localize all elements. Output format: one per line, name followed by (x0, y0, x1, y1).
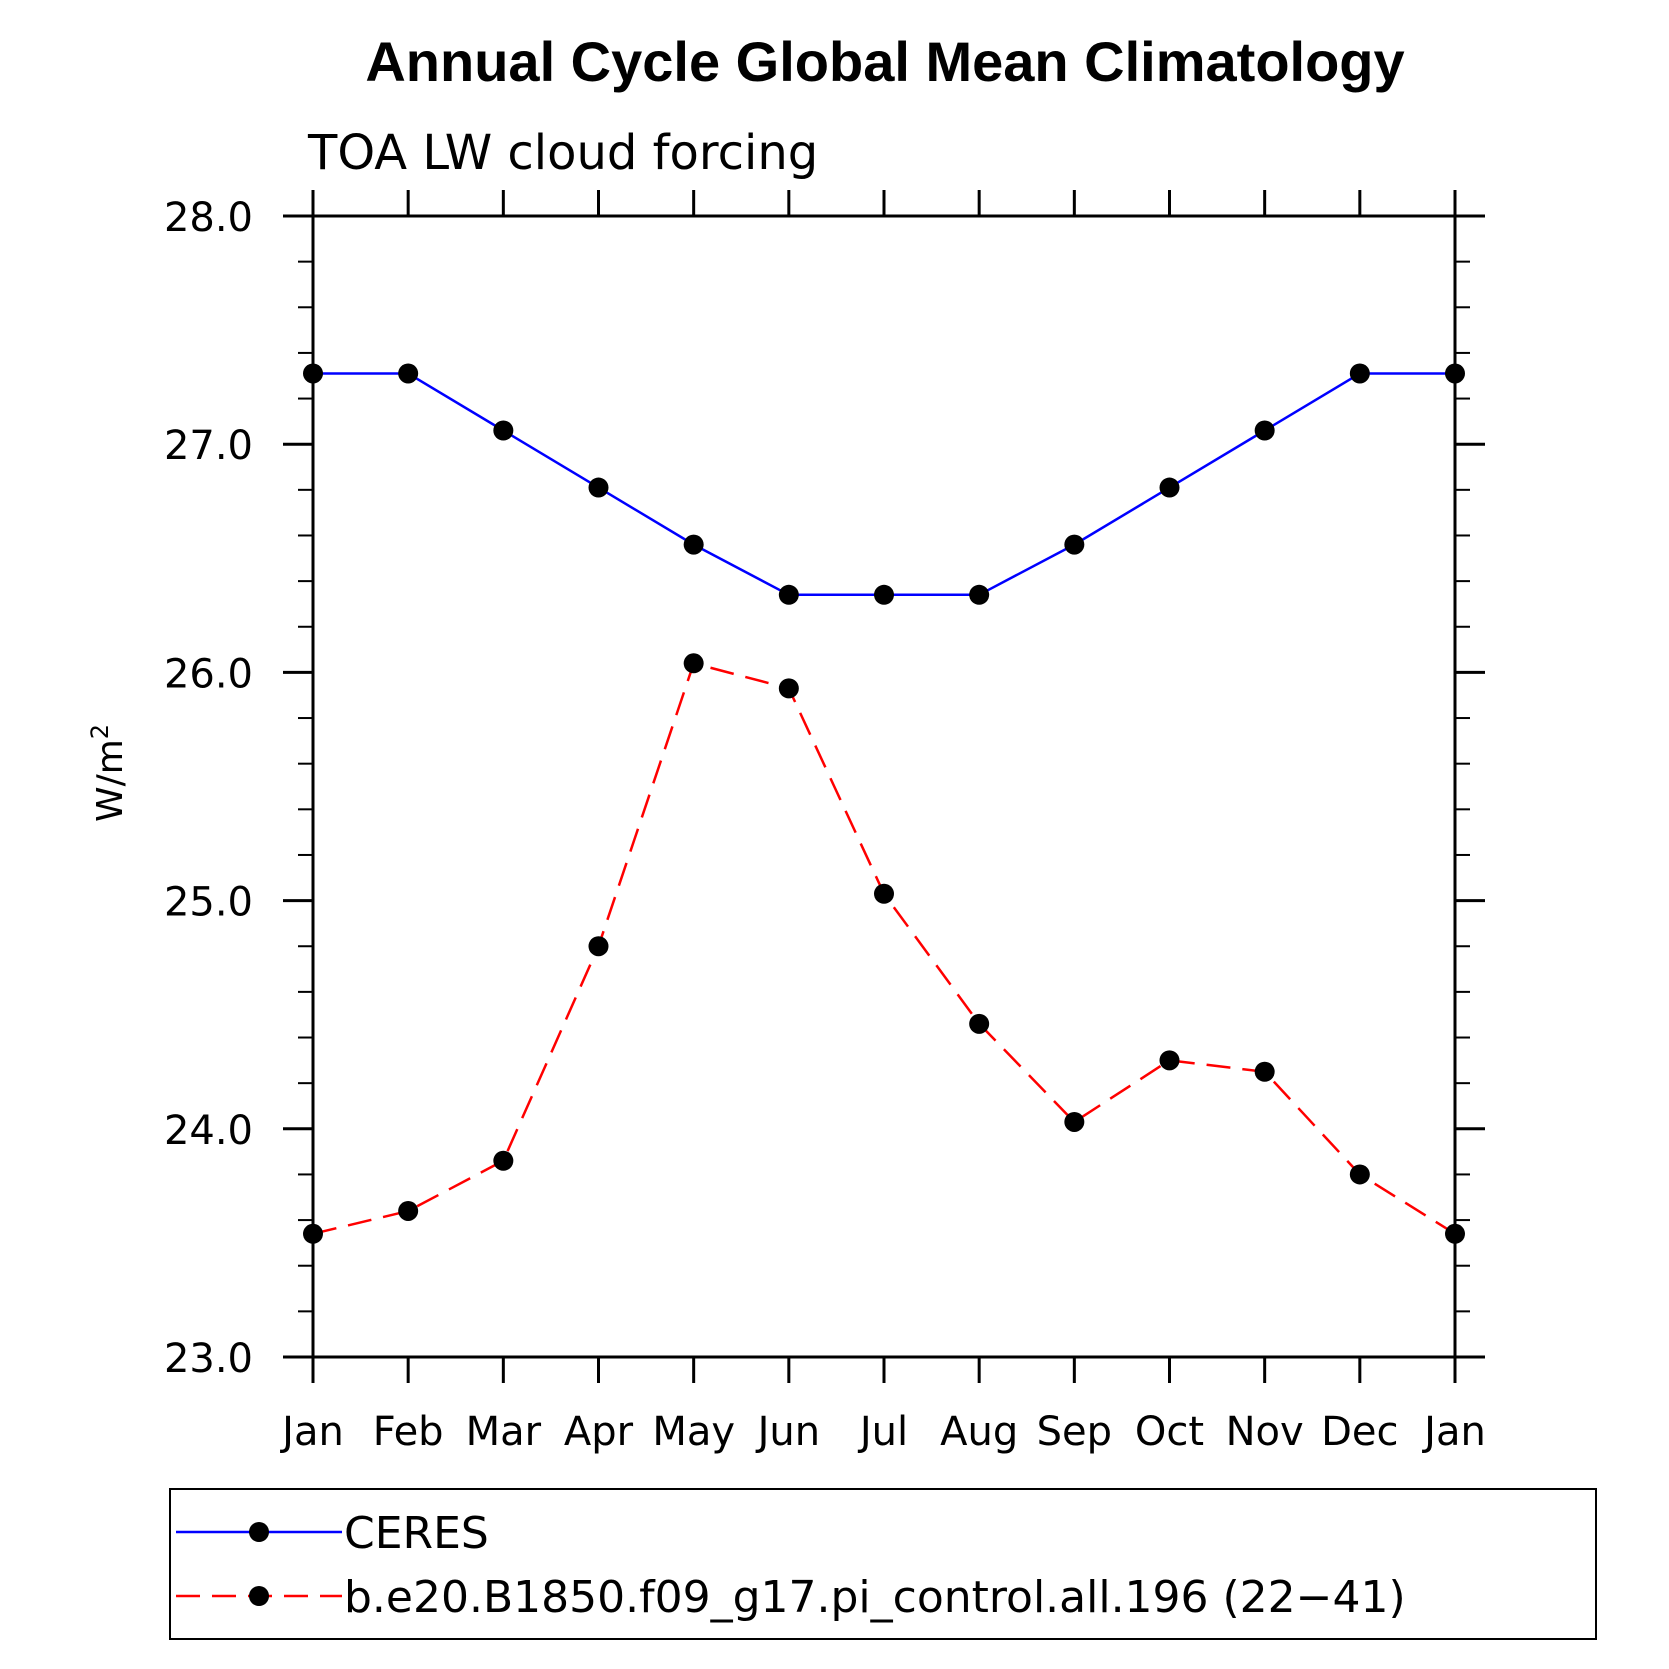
data-point (683, 653, 704, 674)
legend-marker-model (249, 1586, 269, 1606)
legend-label-model: b.e20.B1850.f09_g17.pi_control.all.196 (… (344, 1572, 1406, 1623)
svg-text:W/m2: W/m2 (86, 724, 131, 822)
data-point (588, 477, 609, 498)
data-point (778, 584, 799, 605)
data-point (969, 1013, 990, 1034)
data-point (303, 1223, 323, 1244)
y-tick-label: 26.0 (164, 651, 253, 697)
y-tick-label: 24.0 (164, 1108, 253, 1154)
data-point (1445, 363, 1465, 384)
data-point (874, 584, 894, 605)
chart-subtitle: TOA LW cloud forcing (307, 125, 818, 181)
data-point (493, 1150, 514, 1171)
chart-title: Annual Cycle Global Mean Climatology (365, 30, 1404, 93)
data-point (303, 363, 323, 384)
x-tick-label: Nov (1226, 1409, 1304, 1455)
x-tick-label: Jan (1421, 1409, 1486, 1455)
data-point (1159, 477, 1180, 498)
x-tick-labels: Jan Feb Mar Apr May Jun Jul Aug Sep Oct Nov Dec Jan (279, 1409, 1486, 1455)
x-tick-label: Apr (564, 1409, 634, 1455)
x-tick-label: Dec (1321, 1409, 1398, 1455)
data-point (1064, 1111, 1085, 1132)
data-point (1159, 1050, 1180, 1071)
data-point (683, 534, 704, 555)
data-point (588, 936, 609, 957)
y-tick-label: 25.0 (164, 880, 253, 926)
data-point (1349, 363, 1370, 384)
data-point (493, 420, 514, 441)
series-0 (303, 363, 1465, 605)
data-point (1349, 1164, 1370, 1185)
x-tick-label: Oct (1135, 1409, 1204, 1455)
data-point (1254, 1061, 1275, 1082)
y-axis-label: W/m2 (86, 724, 131, 822)
x-tick-label: Jan (279, 1409, 344, 1455)
legend-marker-ceres (249, 1522, 269, 1542)
y-axis-label-text: W/m (90, 739, 131, 822)
x-tick-label: Jun (755, 1409, 821, 1455)
data-point (398, 1200, 419, 1221)
y-tick-label: 28.0 (164, 195, 253, 241)
x-tick-label: Feb (373, 1409, 444, 1455)
x-tick-label: May (652, 1409, 735, 1455)
x-tick-label: Sep (1037, 1409, 1112, 1455)
plot-frame (311, 214, 1457, 1359)
series-layer (303, 363, 1465, 1244)
axis-ticks (283, 190, 1485, 1383)
data-point (1445, 1223, 1465, 1244)
legend-label-ceres: CERES (344, 1508, 489, 1559)
y-tick-label: 23.0 (164, 1336, 253, 1382)
series-1 (303, 653, 1465, 1244)
data-point (778, 678, 799, 699)
data-point (969, 584, 990, 605)
legend: CERES b.e20.B1850.f09_g17.pi_control.all… (169, 1488, 1597, 1640)
data-point (1064, 534, 1085, 555)
y-tick-labels: 28.0 27.0 26.0 25.0 24.0 23.0 (164, 195, 253, 1382)
x-tick-label: Jul (857, 1409, 908, 1455)
series-line-0 (313, 372, 1455, 597)
data-point (1254, 420, 1275, 441)
data-point (874, 883, 894, 904)
x-tick-label: Aug (940, 1409, 1018, 1455)
series-line-1 (312, 661, 1456, 1236)
legend-box (169, 1488, 1597, 1640)
y-axis-label-superscript: 2 (86, 724, 114, 739)
x-tick-label: Mar (466, 1409, 542, 1455)
data-point (398, 363, 419, 384)
y-tick-label: 27.0 (164, 423, 253, 469)
